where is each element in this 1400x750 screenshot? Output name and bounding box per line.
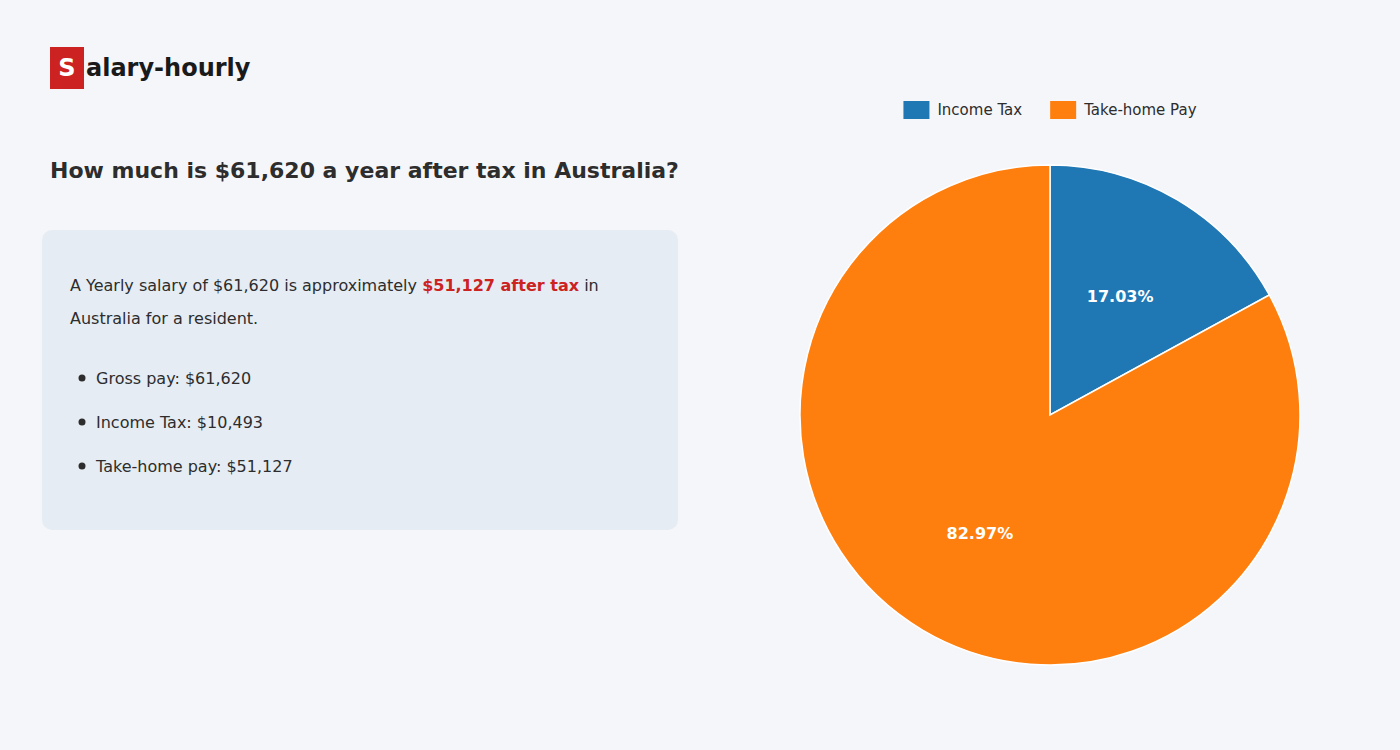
data-label: 17.03% [1087,287,1154,306]
legend: Income Tax Take-home Pay [903,101,1196,119]
bullet [79,375,86,382]
paragraph-text: A Yearly salary of $61,620 is approximat… [70,276,422,295]
text-panel: Salary-hourly How much is $61,620 a year … [42,47,679,530]
logo-letter: S [58,54,75,82]
canvas: Salary-hourly How much is $61,620 a year … [0,0,1400,750]
info-box [42,230,678,530]
background [0,0,1400,750]
pie [800,165,1300,665]
data-labels: 17.03% 82.97% [947,287,1154,543]
legend-item: Income Tax [903,101,1022,119]
legend-label: Take-home Pay [1083,101,1197,119]
bullet-item: Take-home pay: $51,127 [95,457,293,476]
bullet-item: Gross pay: $61,620 [96,369,251,388]
legend-item: Take-home Pay [1050,101,1197,119]
logo-box [50,47,84,89]
paragraph-highlight: $51,127 after tax [422,276,580,295]
data-label: 82.97% [947,524,1014,543]
legend-swatch [903,101,929,119]
legend-swatch [1050,101,1076,119]
title: How much is $61,620 a year after tax in … [50,158,679,183]
bullet [79,463,86,470]
bullet-item: Income Tax: $10,493 [96,413,263,432]
pie-slice [800,165,1300,665]
paragraph-text: in [579,276,599,295]
paragraph-line: A Yearly salary of $61,620 is approximat… [70,276,599,295]
logo-text: alary-hourly [86,54,251,82]
paragraph-line: Australia for a resident. [70,309,258,328]
legend-label: Income Tax [937,101,1022,119]
bullet [79,419,86,426]
